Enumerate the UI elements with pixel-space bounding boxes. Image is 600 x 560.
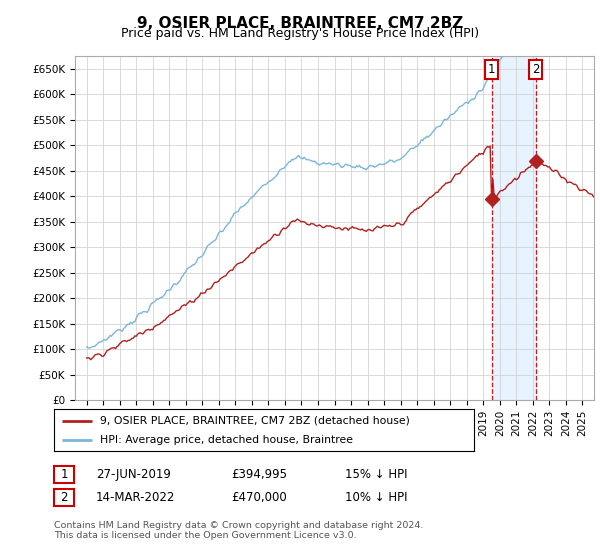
Text: 15% ↓ HPI: 15% ↓ HPI — [345, 468, 407, 481]
Text: 9, OSIER PLACE, BRAINTREE, CM7 2BZ: 9, OSIER PLACE, BRAINTREE, CM7 2BZ — [137, 16, 463, 31]
Text: 10% ↓ HPI: 10% ↓ HPI — [345, 491, 407, 504]
Text: 1: 1 — [488, 63, 495, 76]
Text: HPI: Average price, detached house, Braintree: HPI: Average price, detached house, Brai… — [100, 435, 353, 445]
Text: 2: 2 — [61, 491, 68, 504]
Text: 9, OSIER PLACE, BRAINTREE, CM7 2BZ (detached house): 9, OSIER PLACE, BRAINTREE, CM7 2BZ (deta… — [100, 416, 410, 426]
Text: Contains HM Land Registry data © Crown copyright and database right 2024.
This d: Contains HM Land Registry data © Crown c… — [54, 521, 424, 540]
Text: 1: 1 — [61, 468, 68, 481]
Bar — [491, 56, 536, 400]
Text: 14-MAR-2022: 14-MAR-2022 — [96, 491, 175, 504]
Text: Price paid vs. HM Land Registry's House Price Index (HPI): Price paid vs. HM Land Registry's House … — [121, 27, 479, 40]
Text: £394,995: £394,995 — [231, 468, 287, 481]
Text: 27-JUN-2019: 27-JUN-2019 — [96, 468, 171, 481]
Text: £470,000: £470,000 — [231, 491, 287, 504]
Text: 2: 2 — [532, 63, 539, 76]
